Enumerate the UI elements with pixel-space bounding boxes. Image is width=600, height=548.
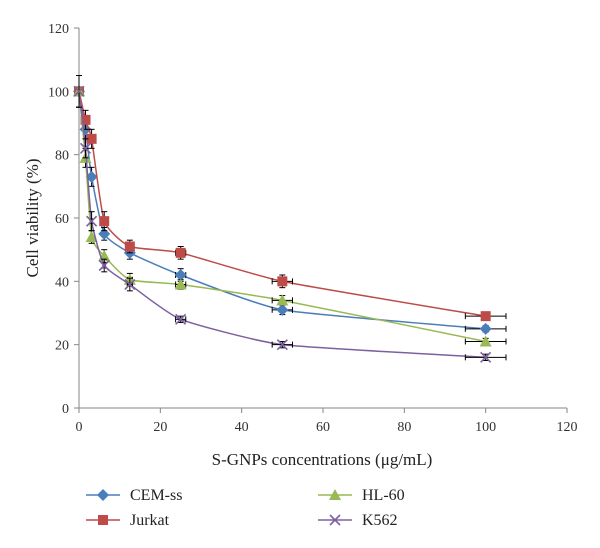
legend-item: HL-60: [318, 487, 405, 504]
data-point: [79, 142, 92, 154]
data-point: [80, 114, 91, 125]
series-line: [78, 91, 486, 359]
legend: CEM-ss Jurkat HL-60 K562: [86, 487, 405, 529]
y-tick-label: 0: [62, 402, 69, 417]
series-hl-60: [73, 75, 507, 347]
y-tick-label: 100: [48, 85, 69, 100]
plot-area: 0 20 40 60 80 100 120 0 20 40 60 80 100 120: [48, 22, 578, 435]
data-point: [73, 85, 85, 97]
data-point: [480, 351, 492, 363]
data-point: [175, 247, 186, 258]
legend-marker: [97, 489, 109, 501]
series-jurkat: [74, 75, 507, 322]
y-tick-label: 40: [55, 275, 69, 290]
x-tick-label: 20: [153, 420, 167, 435]
data-point: [480, 311, 491, 322]
data-point: [276, 339, 288, 351]
data-point: [174, 269, 187, 281]
y-axis: 0 20 40 60 80 100 120: [48, 22, 80, 417]
data-point: [124, 241, 135, 252]
legend-item: CEM-ss: [86, 487, 182, 504]
legend-item: Jurkat: [86, 512, 170, 529]
data-point: [175, 313, 187, 325]
x-tick-label: 120: [557, 420, 578, 435]
legend-marker: [98, 515, 108, 525]
data-point: [276, 303, 289, 316]
marker-stroke: [98, 259, 110, 272]
x-tick-label: 100: [475, 420, 496, 435]
marker-stroke: [124, 278, 136, 291]
marker-stroke: [175, 313, 187, 325]
data-point: [86, 215, 98, 227]
data-point: [85, 231, 98, 242]
legend-marker: [329, 514, 341, 526]
data-point: [99, 216, 110, 227]
data-point: [124, 278, 136, 291]
legend-label: K562: [362, 512, 398, 529]
x-tick-label: 60: [316, 420, 330, 435]
marker-stroke: [79, 142, 92, 154]
x-tick-label: 80: [397, 420, 411, 435]
x-axis-label: S-GNPs concentrations (μg/mL): [212, 450, 433, 469]
y-tick-label: 120: [48, 22, 69, 37]
data-point: [86, 133, 97, 144]
data-point: [174, 278, 187, 290]
y-tick-label: 60: [55, 212, 69, 227]
marker-stroke: [86, 215, 98, 227]
error-bar: [175, 315, 187, 323]
marker-stroke: [480, 351, 492, 363]
legend-label: Jurkat: [130, 512, 170, 529]
data-point: [276, 294, 289, 306]
marker-stroke: [329, 514, 341, 526]
legend-item: K562: [318, 512, 398, 529]
y-tick-label: 80: [55, 149, 69, 164]
data-point: [277, 276, 288, 287]
x-axis: 0 20 40 60 80 100 120: [76, 407, 578, 435]
series-layer: [73, 75, 507, 363]
data-point: [98, 259, 110, 272]
data-point: [479, 322, 492, 335]
y-axis-label: Cell viability (%): [23, 159, 42, 278]
legend-label: HL-60: [362, 487, 405, 504]
legend-label: CEM-ss: [130, 487, 182, 504]
x-tick-label: 0: [76, 420, 83, 435]
y-tick-label: 20: [55, 339, 69, 354]
series-line: [78, 91, 486, 330]
series-k562: [73, 75, 507, 363]
marker-stroke: [73, 85, 85, 97]
marker-stroke: [276, 339, 288, 351]
data-point: [479, 335, 492, 347]
series-cem-ss: [73, 75, 507, 335]
x-tick-label: 40: [235, 420, 249, 435]
legend-marker: [329, 489, 341, 500]
